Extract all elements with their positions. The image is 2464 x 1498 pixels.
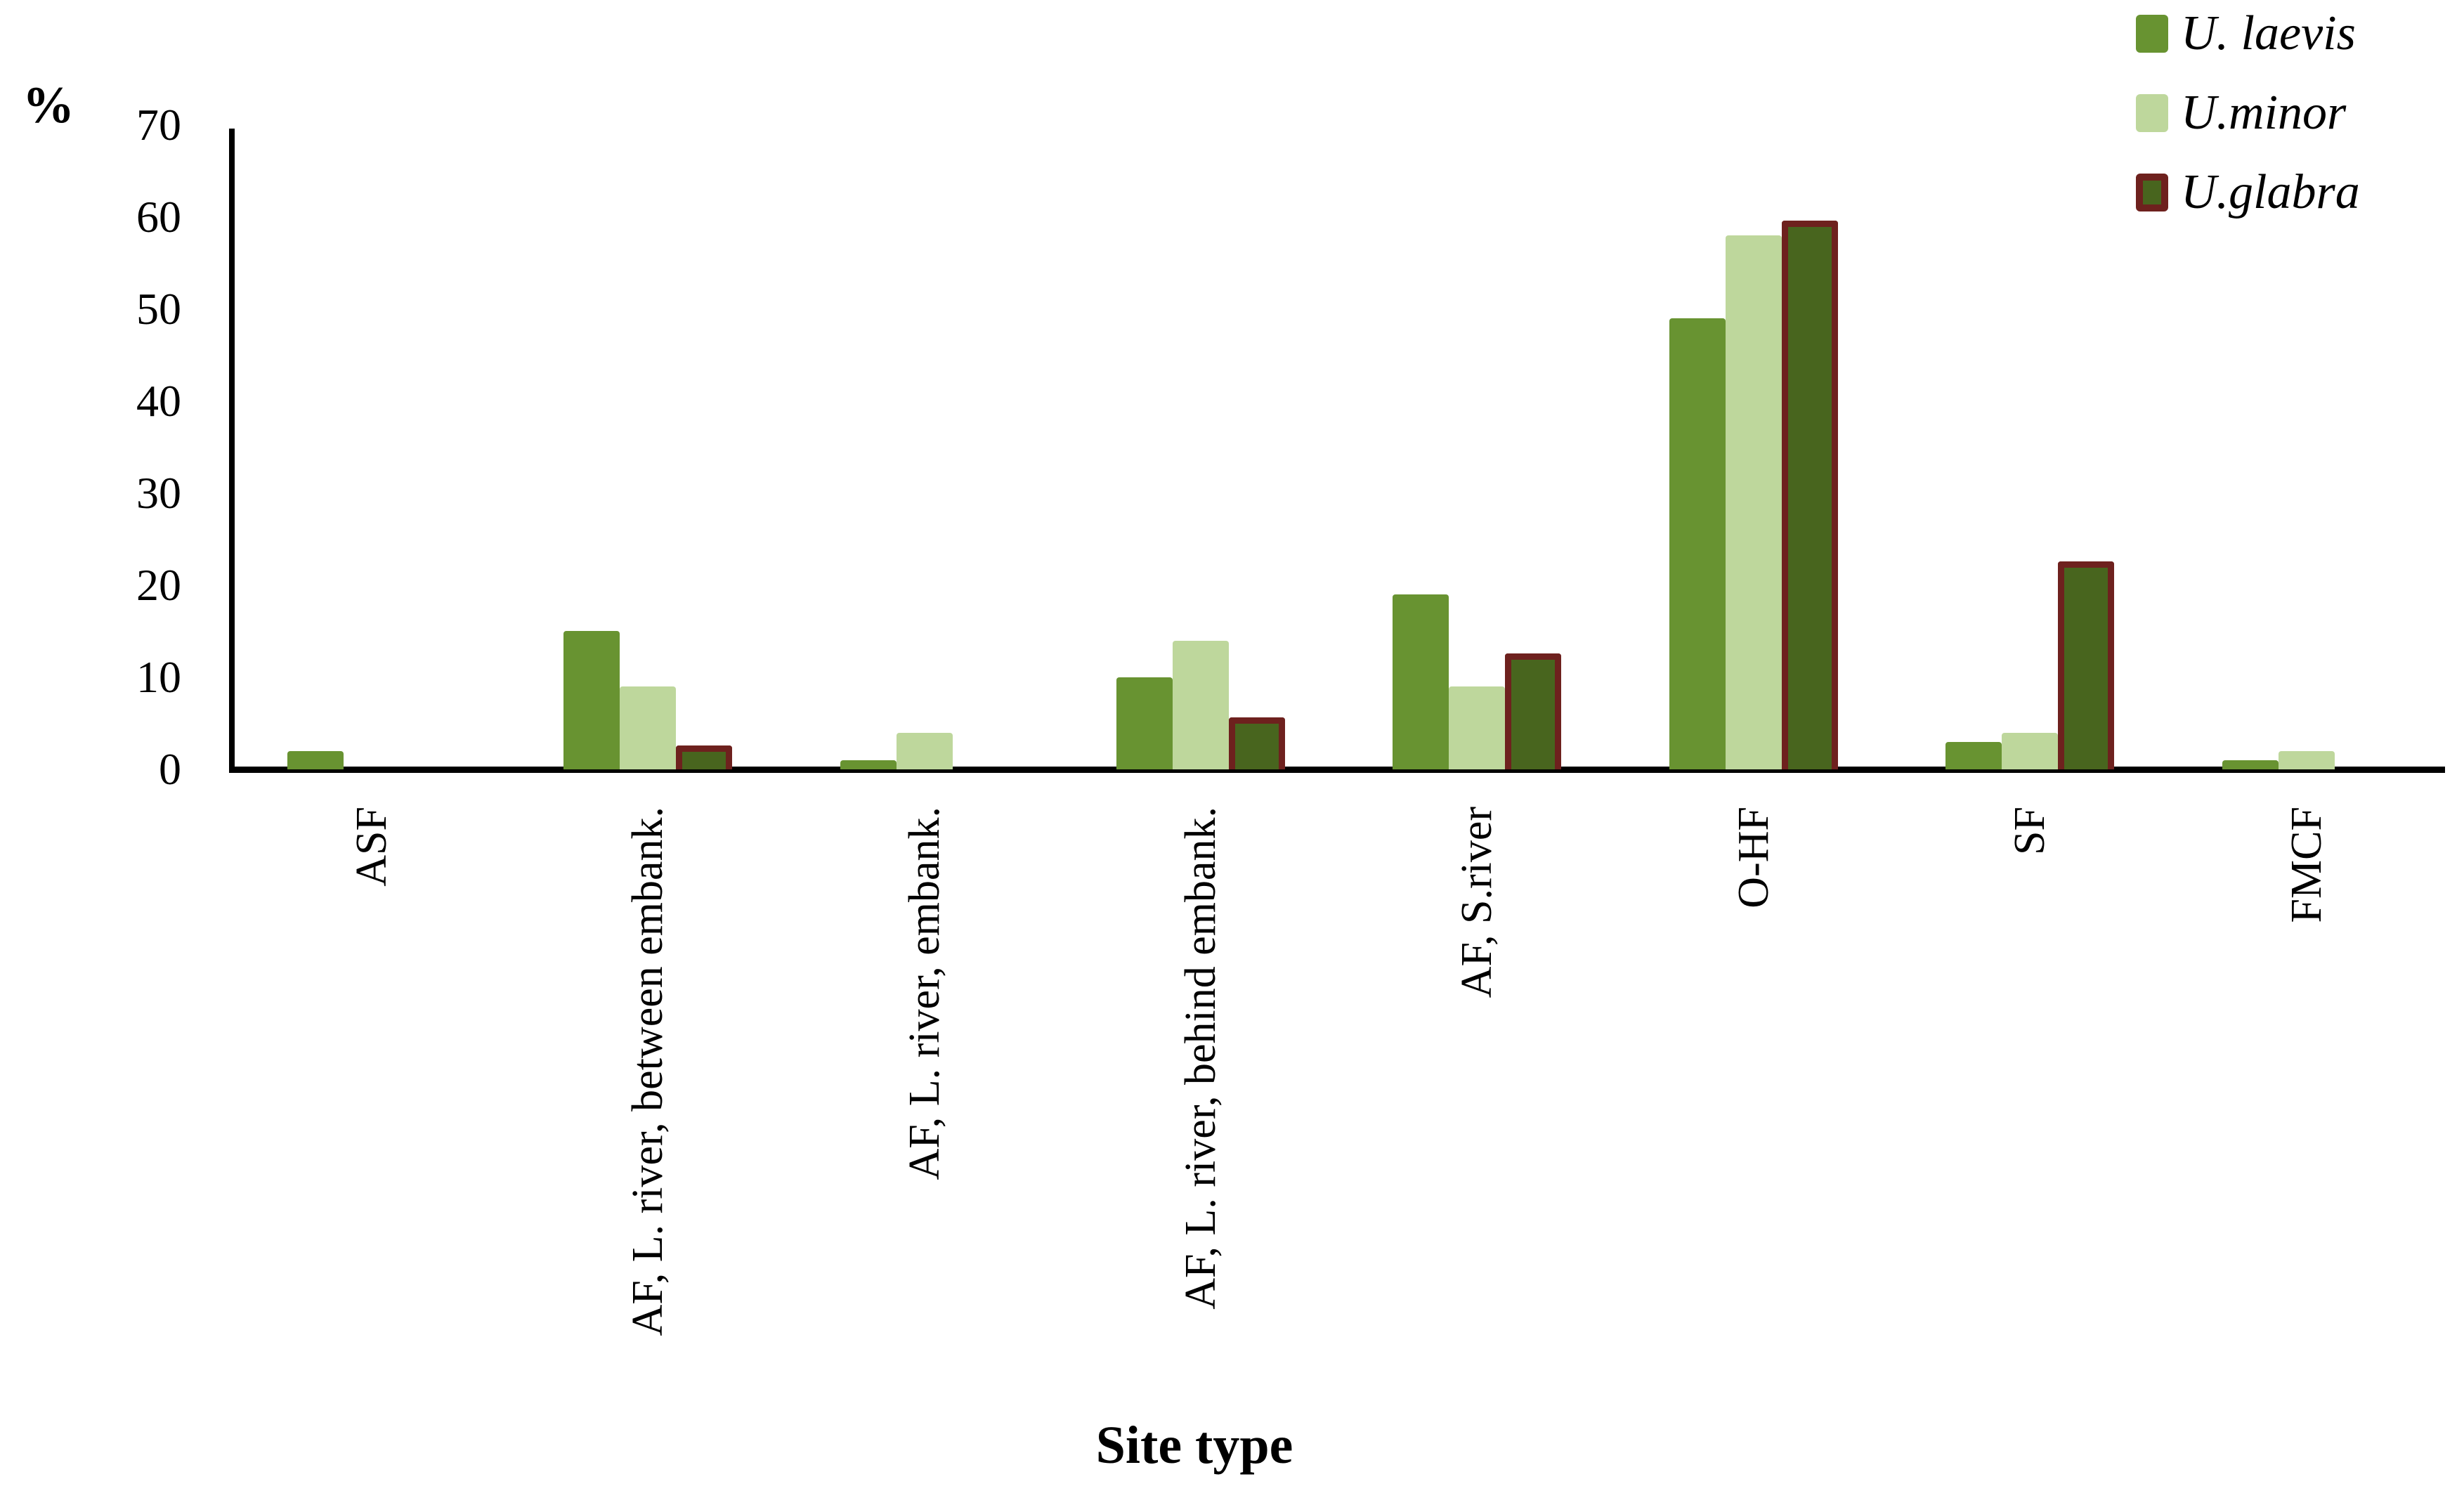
y-tick-label: 0 <box>159 744 181 794</box>
x-category-label: SF <box>2006 807 2054 855</box>
bar <box>1172 641 1229 769</box>
bar <box>1116 677 1173 769</box>
x-axis-line <box>229 767 2445 773</box>
legend-label: U. laevis <box>2181 6 2356 60</box>
bar <box>2222 760 2279 769</box>
x-axis-title: Site type <box>1095 1416 1293 1475</box>
x-category-label: AF, L. river, embank. <box>900 807 949 1180</box>
bar <box>1449 686 1506 769</box>
bar <box>1669 318 1726 769</box>
y-axis-line <box>229 129 235 773</box>
x-category-label: O-HF <box>1729 807 1778 908</box>
bar <box>1393 594 1449 769</box>
legend-label: U.minor <box>2181 86 2347 140</box>
bar <box>2058 561 2115 769</box>
y-tick-label: 10 <box>136 652 181 702</box>
y-axis-title: % <box>22 77 74 134</box>
bar-group <box>1945 0 2115 769</box>
bar <box>1228 717 1285 769</box>
x-category-label: FMCF <box>2282 807 2331 923</box>
x-category-label: AF, S.river <box>1453 807 1501 998</box>
bar <box>2278 751 2335 769</box>
legend-label: U.glabra <box>2181 165 2360 219</box>
y-tick-label: 70 <box>136 100 181 150</box>
x-category-label: AF, L. river, between embank. <box>624 807 672 1336</box>
bar <box>840 760 897 769</box>
y-tick-label: 60 <box>136 192 181 242</box>
x-category-label: AF, L. river, behind embank. <box>1176 807 1225 1310</box>
bar-group <box>840 0 1009 769</box>
legend-item: U.glabra <box>2136 165 2360 219</box>
legend-swatch-icon <box>2136 174 2168 211</box>
legend-item: U.minor <box>2136 86 2360 140</box>
bar-group <box>1116 0 1285 769</box>
bar <box>287 751 344 769</box>
bar-group <box>563 0 733 769</box>
y-tick-label: 40 <box>136 376 181 426</box>
bar <box>1945 742 2002 769</box>
bar <box>1781 221 1838 769</box>
bar-group <box>2222 0 2391 769</box>
bar <box>1725 235 1782 769</box>
legend: U. laevis U.minor U.glabra <box>2136 6 2360 251</box>
bar <box>563 631 620 769</box>
legend-swatch-icon <box>2136 15 2168 53</box>
y-tick-label: 30 <box>136 468 181 518</box>
plot-area <box>233 0 2445 769</box>
legend-swatch-icon <box>2136 94 2168 132</box>
bar <box>676 745 733 769</box>
y-tick-label: 20 <box>136 560 181 610</box>
bar <box>896 733 953 769</box>
bar-group <box>287 0 456 769</box>
bar <box>620 686 677 769</box>
x-category-label: ASF <box>347 807 396 887</box>
bar <box>1505 653 1562 769</box>
bar-group <box>1669 0 1838 769</box>
bar <box>2002 733 2059 769</box>
bar-group <box>1393 0 1562 769</box>
legend-item: U. laevis <box>2136 6 2360 60</box>
y-tick-label: 50 <box>136 284 181 334</box>
